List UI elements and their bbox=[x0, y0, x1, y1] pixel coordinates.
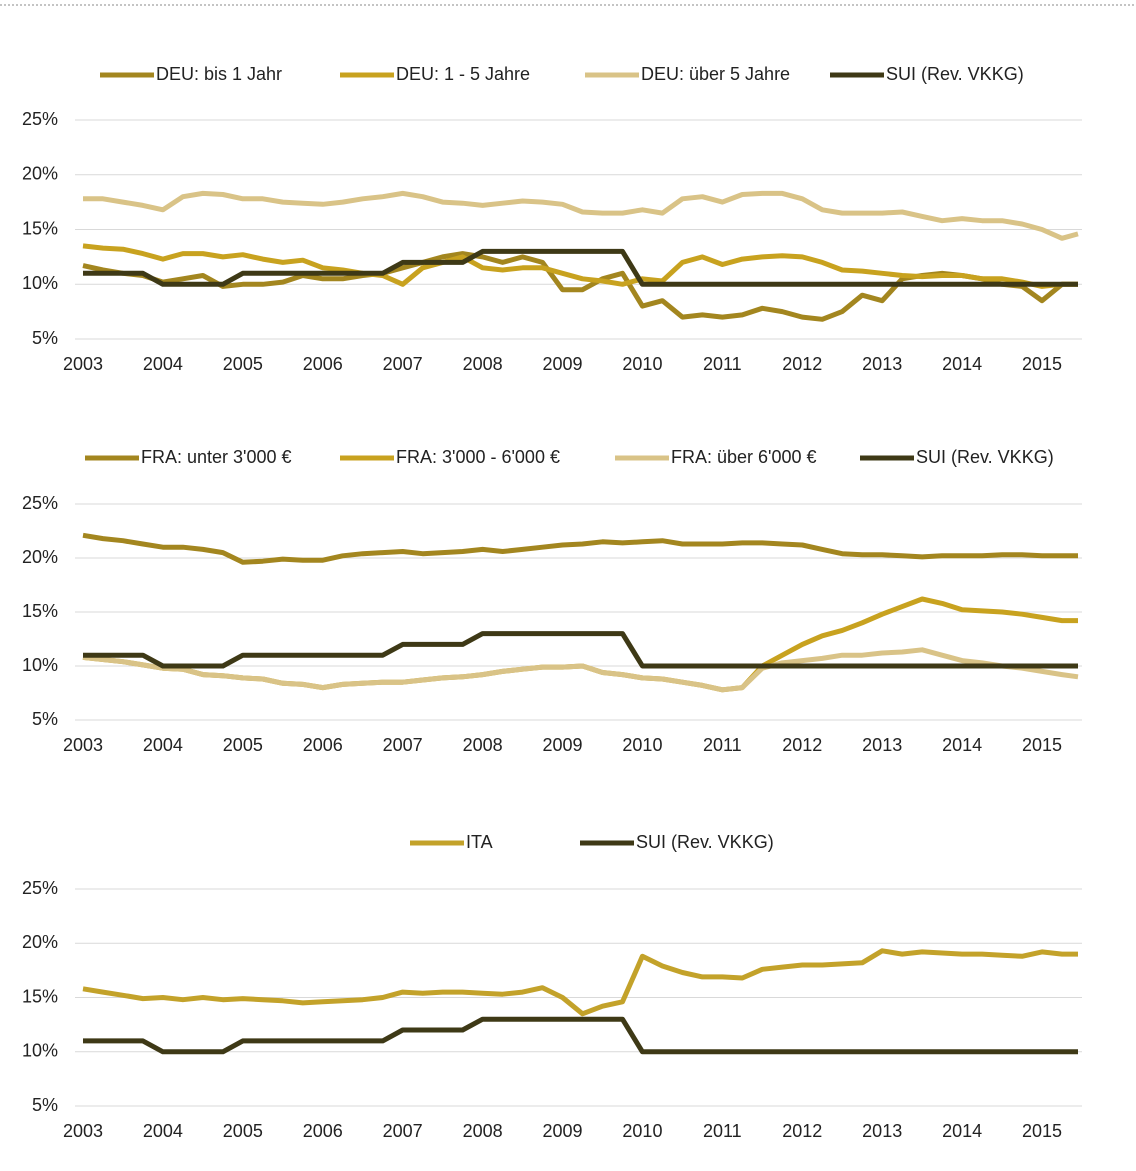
x-tick-label: 2015 bbox=[1022, 354, 1062, 374]
series-line bbox=[82, 532, 1078, 565]
x-tick-label: 2005 bbox=[223, 735, 263, 755]
y-tick-label: 15% bbox=[22, 986, 58, 1006]
legend-label: FRA: 3'000 - 6'000 € bbox=[396, 447, 560, 467]
series-line bbox=[83, 631, 1078, 669]
x-tick-label: 2012 bbox=[782, 735, 822, 755]
x-tick-label: 2011 bbox=[703, 735, 742, 755]
series-line bbox=[83, 1016, 1078, 1055]
x-tick-label: 2006 bbox=[303, 1121, 343, 1141]
legend-label: FRA: unter 3'000 € bbox=[141, 447, 292, 467]
x-tick-label: 2003 bbox=[63, 354, 103, 374]
legend-label: SUI (Rev. VKKG) bbox=[916, 447, 1054, 467]
x-tick-label: 2007 bbox=[383, 735, 423, 755]
x-tick-label: 2014 bbox=[942, 354, 982, 374]
x-tick-label: 2008 bbox=[463, 354, 503, 374]
x-tick-label: 2014 bbox=[942, 735, 982, 755]
x-tick-label: 2013 bbox=[862, 1121, 902, 1141]
legend-label: SUI (Rev. VKKG) bbox=[636, 832, 774, 852]
y-tick-label: 20% bbox=[22, 547, 58, 567]
x-tick-label: 2009 bbox=[542, 354, 582, 374]
y-tick-label: 20% bbox=[22, 164, 58, 184]
x-tick-label: 2011 bbox=[703, 1121, 742, 1141]
y-tick-label: 10% bbox=[22, 655, 58, 675]
series-line bbox=[83, 190, 1079, 241]
y-tick-label: 25% bbox=[22, 878, 58, 898]
y-tick-label: 15% bbox=[22, 601, 58, 621]
legend-label: SUI (Rev. VKKG) bbox=[886, 64, 1024, 84]
x-tick-label: 2005 bbox=[223, 1121, 263, 1141]
x-tick-label: 2013 bbox=[862, 354, 902, 374]
x-tick-label: 2009 bbox=[542, 735, 582, 755]
x-tick-label: 2006 bbox=[303, 354, 343, 374]
y-tick-label: 25% bbox=[22, 109, 58, 129]
x-tick-label: 2004 bbox=[143, 354, 183, 374]
x-tick-label: 2012 bbox=[782, 1121, 822, 1141]
legend-label: DEU: über 5 Jahre bbox=[641, 64, 790, 84]
x-tick-label: 2004 bbox=[143, 735, 183, 755]
legend-label: DEU: 1 - 5 Jahre bbox=[396, 64, 530, 84]
x-tick-label: 2009 bbox=[542, 1121, 582, 1141]
x-tick-label: 2011 bbox=[703, 354, 742, 374]
x-tick-label: 2012 bbox=[782, 354, 822, 374]
y-tick-label: 20% bbox=[22, 932, 58, 952]
x-tick-label: 2010 bbox=[622, 354, 662, 374]
x-tick-label: 2015 bbox=[1022, 1121, 1062, 1141]
x-tick-label: 2004 bbox=[143, 1121, 183, 1141]
legend-label: ITA bbox=[466, 832, 493, 852]
x-tick-label: 2008 bbox=[463, 1121, 503, 1141]
y-tick-label: 25% bbox=[22, 493, 58, 513]
y-tick-label: 10% bbox=[22, 1041, 58, 1061]
x-tick-label: 2008 bbox=[463, 735, 503, 755]
x-tick-label: 2006 bbox=[303, 735, 343, 755]
y-tick-label: 5% bbox=[32, 709, 58, 729]
legend-label: DEU: bis 1 Jahr bbox=[156, 64, 282, 84]
y-tick-label: 15% bbox=[22, 218, 58, 238]
x-tick-label: 2005 bbox=[223, 354, 263, 374]
x-tick-label: 2003 bbox=[63, 1121, 103, 1141]
series-line bbox=[82, 647, 1079, 693]
y-tick-label: 5% bbox=[32, 1095, 58, 1115]
x-tick-label: 2013 bbox=[862, 735, 902, 755]
x-tick-label: 2015 bbox=[1022, 735, 1062, 755]
x-tick-label: 2010 bbox=[622, 735, 662, 755]
y-tick-label: 10% bbox=[22, 273, 58, 293]
x-tick-label: 2007 bbox=[383, 354, 423, 374]
x-tick-label: 2003 bbox=[63, 735, 103, 755]
x-tick-label: 2014 bbox=[942, 1121, 982, 1141]
series-line bbox=[83, 248, 1078, 287]
x-tick-label: 2010 bbox=[622, 1121, 662, 1141]
series-line bbox=[82, 948, 1078, 1017]
series-line bbox=[82, 243, 1078, 289]
y-tick-label: 5% bbox=[32, 328, 58, 348]
x-tick-label: 2007 bbox=[383, 1121, 423, 1141]
legend-label: FRA: über 6'000 € bbox=[671, 447, 817, 467]
